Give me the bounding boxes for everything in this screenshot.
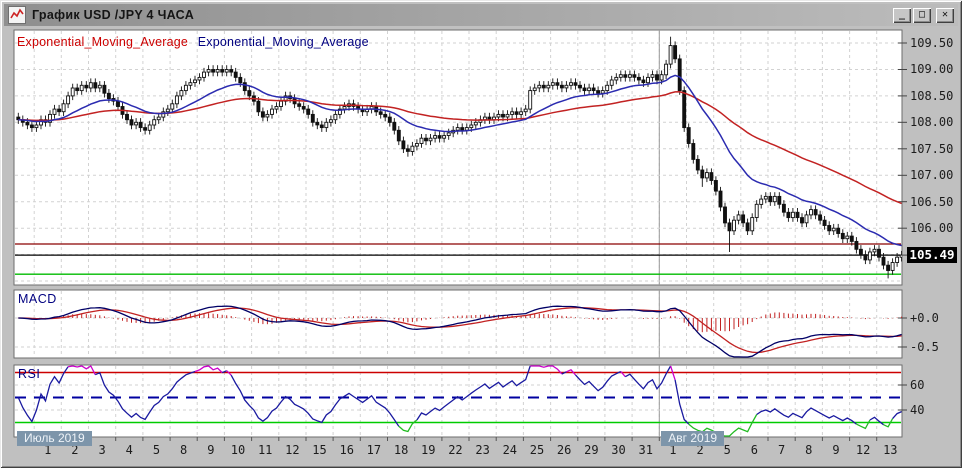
date-axis-label: 1 — [44, 443, 52, 457]
date-axis-label: 10 — [230, 443, 246, 457]
date-axis-label: 8 — [805, 443, 813, 457]
price-axis-label: 106.50 — [910, 194, 954, 209]
date-axis-label: 31 — [638, 443, 653, 457]
date-axis-label: 17 — [366, 443, 382, 457]
date-axis-label: 8 — [180, 443, 188, 457]
macd-axis-label: +0.0 — [910, 311, 939, 325]
month-label: Авг 2019 — [661, 431, 725, 446]
date-axis-label: 22 — [448, 443, 463, 457]
price-axis-label: 108.50 — [910, 88, 954, 103]
ema-legend-red: Exponential_Moving_Average — [17, 35, 189, 49]
rsi-axis-label: 40 — [910, 403, 925, 417]
date-axis-label: 13 — [883, 443, 898, 457]
date-axis-label: 5 — [152, 443, 161, 457]
title-bar[interactable]: График USD /JPY 4 ЧАСА _ □ ✕ — [4, 4, 958, 26]
date-axis-label: 1 — [669, 443, 677, 457]
price-axis-label: 109.50 — [910, 36, 954, 50]
date-axis-label: 2 — [696, 443, 704, 457]
close-button[interactable]: ✕ — [936, 7, 954, 23]
date-axis-label: 5 — [723, 443, 731, 457]
date-axis-label: 4 — [125, 443, 133, 457]
date-axis-label: 9 — [207, 443, 215, 457]
date-axis-label: 7 — [777, 443, 786, 457]
price-axis-label: 109.00 — [910, 62, 954, 77]
date-axis-label: 15 — [312, 443, 327, 457]
date-axis-label: 11 — [257, 443, 273, 457]
chart-client-area: Exponential_Moving_Average Exponential_M… — [4, 26, 958, 464]
date-axis-label: 29 — [584, 443, 599, 457]
chart-canvas[interactable] — [4, 26, 958, 464]
rsi-panel-label: RSI — [18, 367, 41, 381]
price-axis-label: 107.00 — [910, 168, 954, 183]
date-axis-label: 3 — [98, 443, 106, 457]
window-title: График USD /JPY 4 ЧАСА — [32, 8, 195, 22]
price-axis-label: 107.50 — [910, 141, 954, 156]
minimize-button[interactable]: _ — [893, 7, 911, 23]
rsi-axis-label: 60 — [910, 378, 925, 392]
date-axis-label: 23 — [475, 443, 490, 457]
date-axis-label: 12 — [285, 443, 300, 457]
date-axis-label: 6 — [750, 443, 759, 457]
current-price-badge: 105.49 — [907, 247, 957, 264]
macd-panel-label: MACD — [18, 292, 57, 306]
date-axis-label: 9 — [832, 443, 840, 457]
maximize-button[interactable]: □ — [913, 7, 931, 23]
date-axis-label: 26 — [556, 443, 572, 457]
date-axis-label: 16 — [339, 443, 354, 457]
date-axis-label: 12 — [855, 443, 871, 457]
macd-axis-label: -0.5 — [910, 340, 939, 354]
date-axis-label: 2 — [71, 443, 79, 457]
date-axis-label: 25 — [529, 443, 545, 457]
date-axis-label: 30 — [611, 443, 626, 457]
date-axis-label: 18 — [393, 443, 409, 457]
indicator-legend: Exponential_Moving_Average Exponential_M… — [17, 35, 369, 49]
chart-icon — [8, 6, 26, 24]
ema-legend-blue: Exponential_Moving_Average — [197, 35, 369, 49]
date-axis-label: 24 — [502, 443, 518, 457]
date-axis-label: 19 — [421, 443, 436, 457]
price-axis-label: 108.00 — [910, 115, 954, 130]
price-axis-label: 106.00 — [910, 221, 954, 236]
month-label: Июль 2019 — [17, 431, 92, 446]
